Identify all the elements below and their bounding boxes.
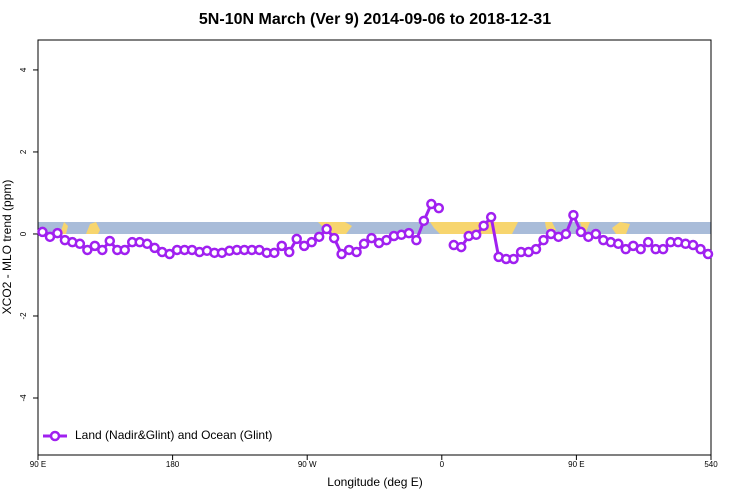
point xyxy=(568,209,579,221)
point xyxy=(418,215,430,227)
point xyxy=(403,227,415,239)
point xyxy=(269,247,280,259)
point xyxy=(328,232,340,244)
point xyxy=(695,243,706,255)
point xyxy=(381,234,392,246)
point xyxy=(89,240,101,252)
point xyxy=(164,248,175,260)
x-tick-label: 90 E xyxy=(30,460,46,469)
point xyxy=(575,226,587,238)
point xyxy=(336,248,347,260)
point xyxy=(52,227,63,239)
point xyxy=(426,198,437,210)
point xyxy=(687,239,699,251)
x-tick-label: 180 xyxy=(166,460,180,469)
point xyxy=(358,238,370,250)
point xyxy=(642,236,654,248)
point xyxy=(433,202,445,214)
x-tick-label: 0 xyxy=(440,460,445,469)
point xyxy=(657,243,669,255)
point xyxy=(321,223,332,235)
legend-marker xyxy=(49,430,61,442)
point xyxy=(508,253,519,265)
y-tick-label: 0 xyxy=(19,231,28,236)
point xyxy=(313,231,325,243)
map-strip xyxy=(38,222,711,234)
point xyxy=(351,246,362,258)
point xyxy=(485,211,497,223)
x-tick-label: 540 xyxy=(704,460,718,469)
point xyxy=(590,228,602,240)
y-axis-label: XCO2 - MLO trend (ppm) xyxy=(0,180,14,315)
point xyxy=(37,226,48,238)
point xyxy=(284,246,295,258)
point xyxy=(470,229,482,241)
legend-label: Land (Nadir&Glint) and Ocean (Glint) xyxy=(75,428,272,442)
point xyxy=(635,243,646,255)
point xyxy=(702,248,714,260)
point xyxy=(291,233,302,245)
point xyxy=(149,242,160,254)
point xyxy=(119,244,130,256)
point xyxy=(104,235,116,247)
point xyxy=(366,232,377,244)
y-tick-label: -4 xyxy=(19,394,28,402)
point xyxy=(306,236,317,248)
point xyxy=(613,238,624,250)
point xyxy=(538,234,549,246)
point xyxy=(411,234,422,246)
plot-frame xyxy=(37,39,712,456)
x-tick-label: 90 E xyxy=(568,460,584,469)
point xyxy=(455,241,467,253)
y-tick-label: 2 xyxy=(19,149,28,154)
point xyxy=(74,238,86,250)
point xyxy=(478,220,489,232)
y-tick-label: 4 xyxy=(19,67,28,72)
point xyxy=(560,228,572,240)
point xyxy=(97,244,108,256)
point xyxy=(530,243,542,255)
point xyxy=(82,244,93,256)
point xyxy=(276,240,288,252)
y-tick-label: -2 xyxy=(19,312,28,320)
x-tick-label: 90 W xyxy=(298,460,317,469)
point xyxy=(141,238,153,250)
chart-title: 5N-10N March (Ver 9) 2014-09-06 to 2018-… xyxy=(199,11,551,28)
x-axis-label: Longitude (deg E) xyxy=(327,475,422,489)
